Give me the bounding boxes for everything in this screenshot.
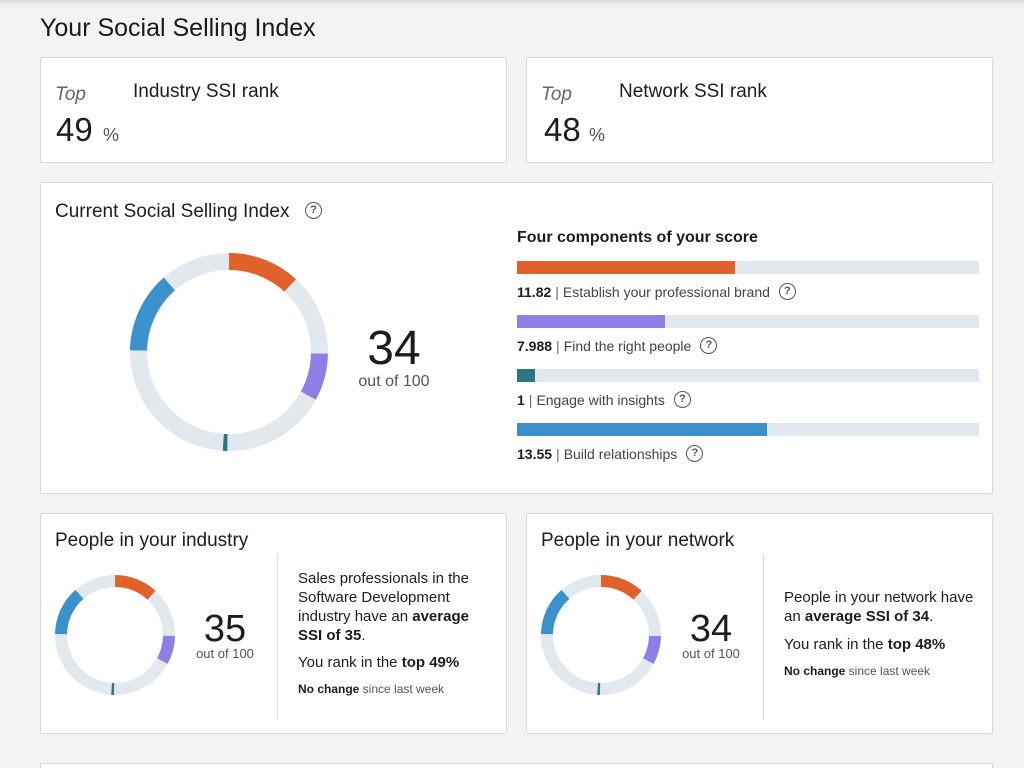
donut-segment — [114, 575, 156, 600]
network-description: People in your network have an average S… — [784, 588, 974, 626]
component-bar-fill — [517, 315, 665, 328]
text: You rank in the — [784, 636, 888, 653]
donut-segment — [55, 589, 84, 635]
ssi-out-of: out of 100 — [358, 373, 430, 390]
network-rank-text: You rank in the top 48% — [784, 635, 974, 654]
rank-value: 49 — [56, 111, 93, 148]
network-card: People in your network 34 out of 100 Peo… — [526, 513, 993, 734]
industry-donut-chart — [55, 575, 175, 695]
component-value: 13.55 — [517, 445, 553, 462]
network-change-text: No change since last week — [784, 664, 930, 678]
industry-change-text: No change since last week — [298, 682, 444, 696]
component-bar-track — [517, 261, 979, 274]
rank-top-label: Top — [55, 84, 86, 105]
component-bar-fill — [517, 369, 536, 382]
donut-segment — [541, 589, 570, 635]
page-title: Your Social Selling Index — [40, 14, 316, 42]
component-bar-fill — [517, 261, 736, 274]
component-bar-track — [517, 423, 979, 436]
change-since: since last week — [845, 664, 931, 678]
question-circle-icon[interactable]: ? — [305, 202, 322, 219]
donut-segment — [642, 635, 661, 664]
donut-segment — [156, 635, 175, 664]
average-value: average SSI of 35 — [298, 608, 469, 644]
component-brand: 11.82 | Establish your professional bran… — [517, 261, 979, 300]
divider — [763, 554, 764, 720]
top-shadow — [0, 0, 1024, 6]
industry-score: 35 — [203, 608, 247, 650]
industry-rank-text: You rank in the top 49% — [298, 653, 488, 672]
rank-unit: % — [589, 125, 606, 145]
network-out-of: out of 100 — [682, 646, 740, 661]
next-card-edge — [40, 763, 993, 768]
rank-value: top 48% — [887, 636, 946, 653]
ssi-donut-chart — [130, 253, 328, 451]
industry-card: People in your industry 35 out of 100 Sa… — [40, 513, 507, 734]
separator: | — [528, 391, 533, 408]
current-ssi-card: Current Social Selling Index ? 34 out of… — [40, 182, 993, 494]
donut-segment — [228, 253, 296, 292]
rank-title: Network SSI rank — [619, 81, 767, 102]
average-value: average SSI of 34 — [804, 608, 930, 625]
current-ssi-title: Current Social Selling Index — [55, 201, 290, 222]
donut-segment — [600, 575, 642, 600]
rank-value: top 49% — [401, 654, 460, 671]
question-circle-icon[interactable]: ? — [673, 391, 691, 408]
industry-description: Sales professionals in the Software Deve… — [298, 569, 488, 645]
network-rank-card: Top Network SSI rank 48 % — [526, 57, 993, 163]
ssi-score: 34 — [367, 322, 421, 375]
industry-out-of: out of 100 — [196, 646, 254, 661]
text: You rank in the — [298, 654, 402, 671]
network-title: People in your network — [541, 530, 735, 551]
change-status: No change — [784, 664, 846, 678]
component-value: 7.988 — [517, 337, 553, 354]
component-name: Build relationships — [563, 445, 678, 462]
donut-segment — [300, 353, 328, 400]
text: . — [929, 608, 934, 625]
network-score: 34 — [689, 608, 733, 650]
divider — [277, 554, 278, 720]
separator: | — [555, 283, 559, 300]
industry-title: People in your industry — [55, 530, 249, 551]
component-name: Engage with insights — [536, 391, 665, 408]
donut-segment — [130, 277, 176, 351]
component-bar-track — [517, 369, 979, 382]
rank-unit: % — [103, 125, 120, 145]
component-label: 11.82 | Establish your professional bran… — [517, 283, 979, 300]
change-since: since last week — [359, 682, 445, 696]
component-label: 7.988 | Find the right people ? — [517, 337, 979, 354]
rank-value: 48 — [544, 111, 581, 148]
component-name: Establish your professional brand — [562, 283, 770, 300]
component-name: Find the right people — [563, 337, 692, 354]
rank-title: Industry SSI rank — [133, 81, 279, 102]
component-insights: 1 | Engage with insights ? — [517, 369, 979, 408]
text: Sales professionals in the Software Deve… — [298, 570, 469, 625]
component-value: 11.82 — [517, 283, 552, 300]
rank-top-label: Top — [541, 84, 572, 105]
component-bar-track — [517, 315, 979, 328]
component-relationships: 13.55 | Build relationships ? — [517, 423, 979, 462]
component-bar-fill — [517, 423, 768, 436]
separator: | — [556, 445, 560, 462]
text: People in your network have an — [784, 589, 974, 625]
component-value: 1 — [517, 391, 525, 408]
component-label: 1 | Engage with insights ? — [517, 391, 979, 408]
component-people: 7.988 | Find the right people ? — [517, 315, 979, 354]
industry-rank-card: Top Industry SSI rank 49 % — [40, 57, 507, 163]
network-donut-chart — [541, 575, 661, 695]
question-circle-icon[interactable]: ? — [686, 445, 704, 462]
components-heading: Four components of your score — [517, 229, 758, 246]
separator: | — [556, 337, 560, 354]
question-circle-icon[interactable]: ? — [700, 337, 718, 354]
question-circle-icon[interactable]: ? — [778, 283, 796, 300]
text: . — [361, 627, 366, 644]
component-label: 13.55 | Build relationships ? — [517, 445, 979, 462]
change-status: No change — [298, 682, 360, 696]
